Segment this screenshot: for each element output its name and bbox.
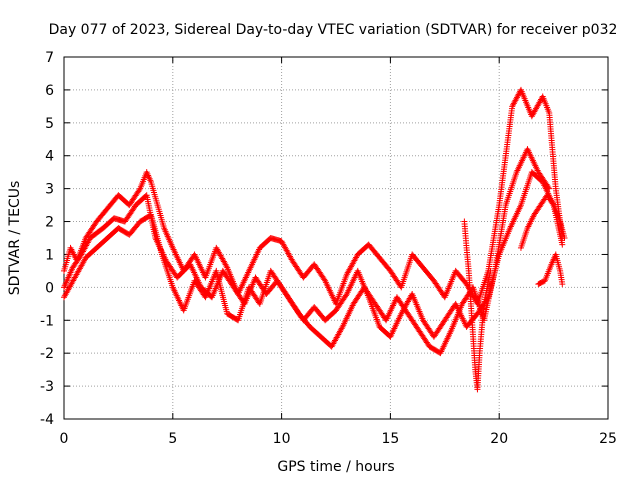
y-tick-label: -2 — [40, 346, 54, 362]
y-tick-label: 4 — [45, 149, 54, 165]
plot-frame — [63, 56, 609, 420]
chart-title: Day 077 of 2023, Sidereal Day-to-day VTE… — [49, 22, 618, 38]
series-track-e — [517, 192, 568, 251]
y-tick-label: -3 — [40, 379, 54, 395]
data-point — [549, 200, 556, 207]
data-point — [487, 267, 494, 274]
x-tick-label: 0 — [60, 431, 69, 447]
data-point — [342, 292, 349, 299]
data-points — [61, 86, 568, 393]
series-track-f — [535, 251, 566, 288]
y-tick-label: 5 — [45, 116, 54, 132]
x-axis-label: GPS time / hours — [277, 459, 394, 475]
y-tick-label: 7 — [45, 50, 54, 66]
y-tick-label: 0 — [45, 280, 54, 296]
y-tick-label: -4 — [40, 412, 54, 428]
data-point — [136, 187, 143, 194]
y-tick-label: 3 — [45, 182, 54, 198]
series-track-d — [461, 218, 494, 393]
data-point — [559, 281, 566, 288]
data-point — [561, 235, 568, 241]
x-tick-label: 5 — [168, 431, 177, 447]
data-point — [321, 276, 328, 283]
y-tick-label: 2 — [45, 215, 54, 231]
y-axis-label: SDTVAR / TECUs — [7, 181, 23, 296]
y-tick-label: 6 — [45, 83, 54, 99]
x-tick-label: 10 — [273, 431, 291, 447]
x-tick-label: 25 — [599, 431, 617, 447]
axis-ticks: 0 5 10 15 20 25 -4 -3 -2 -1 0 1 2 3 4 5 6 7 — [40, 50, 617, 447]
data-point — [559, 241, 566, 248]
grid — [64, 57, 608, 419]
y-tick-label: 1 — [45, 247, 54, 263]
data-point — [142, 193, 149, 200]
x-tick-label: 20 — [490, 431, 508, 447]
series-track-c — [61, 169, 566, 340]
x-tick-label: 15 — [381, 431, 399, 447]
y-tick-label: -1 — [40, 313, 54, 329]
series-track-b — [61, 146, 553, 357]
